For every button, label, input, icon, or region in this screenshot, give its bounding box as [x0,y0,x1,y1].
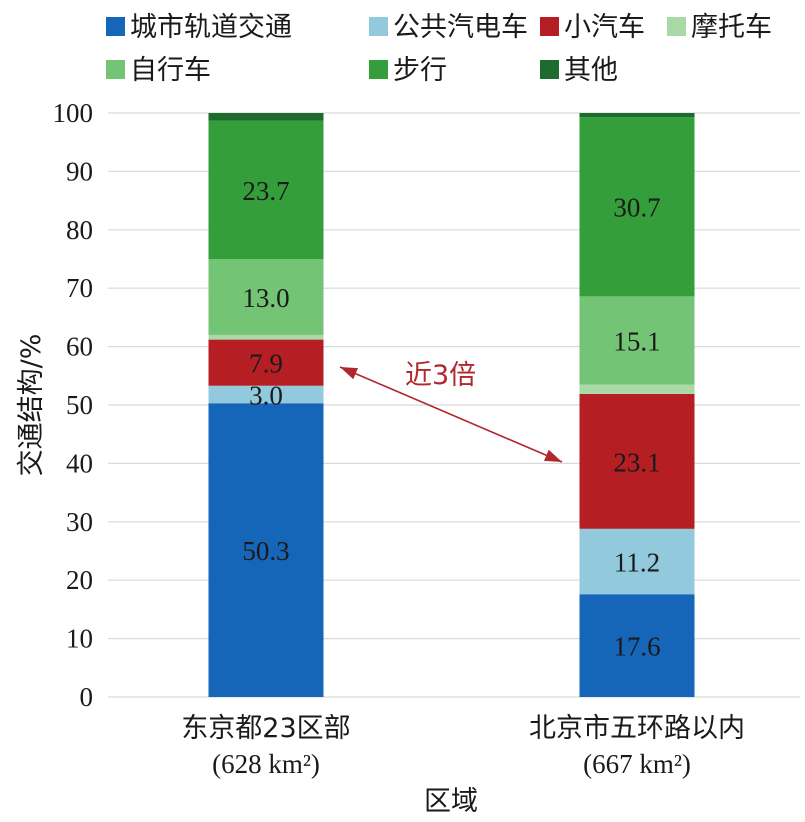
x-category-sublabel-1: (667 km²) [583,749,691,779]
y-axis-ticks: 0 10 20 30 40 50 60 70 80 90 100 [53,98,94,712]
bar-segment-摩托车-1 [579,384,695,394]
y-tick-80: 80 [66,215,93,245]
bars [208,113,695,697]
legend-label-城市轨道交通: 城市轨道交通 [130,12,292,43]
annotation-label: 近3倍 [405,360,476,391]
data-label-公共汽电车-1: 11.2 [614,548,660,578]
data-label-步行-1: 30.7 [613,193,660,223]
y-tick-100: 100 [53,98,94,128]
annotation-arrowhead-right [544,449,562,462]
legend-swatch-城市轨道交通 [106,17,125,36]
data-label-小汽车-1: 23.1 [613,447,660,477]
annotation: 近3倍 [339,360,563,463]
bar-segment-其他-1 [579,113,695,118]
x-axis: 东京都23区部 (628 km²) 北京市五环路以内 (667 km²) [181,713,745,779]
legend-swatch-步行 [369,60,388,79]
y-tick-20: 20 [66,565,93,595]
y-tick-0: 0 [80,682,94,712]
legend-swatch-其他 [540,60,559,79]
data-label-小汽车-0: 7.9 [249,349,283,379]
bar-segment-小汽车-0 [208,339,324,386]
y-tick-70: 70 [66,273,93,303]
bar-segment-自行车-0 [208,259,324,335]
bar-segment-公共汽电车-0 [208,385,324,404]
y-tick-60: 60 [66,332,93,362]
y-tick-40: 40 [66,448,93,478]
x-category-sublabel-0: (628 km²) [212,749,320,779]
bar-segment-公共汽电车-1 [579,528,695,595]
legend-swatch-摩托车 [667,17,686,36]
y-tick-50: 50 [66,390,93,420]
legend-label-小汽车: 小汽车 [564,12,645,43]
data-labels: 50.3 3.07.9 13.0 23.7 17.6 11.2 23.1 15.1 30.7 [242,176,660,662]
legend-label-其他: 其他 [564,55,618,86]
y-tick-10: 10 [66,624,93,654]
data-label-自行车-1: 15.1 [613,326,660,356]
bar-segment-摩托车-0 [208,334,324,340]
y-tick-30: 30 [66,507,93,537]
legend-swatch-自行车 [106,60,125,79]
annotation-arrowhead-left [340,367,358,380]
bar-segment-其他-0 [208,113,324,121]
data-label-步行-0: 23.7 [242,176,289,206]
data-label-城市轨道交通-1: 17.6 [613,632,660,662]
bar-segment-小汽车-1 [579,393,695,529]
bar-segment-步行-1 [579,117,695,297]
y-tick-90: 90 [66,156,93,186]
data-label-公共汽电车-0: 3.0 [249,380,283,410]
data-label-城市轨道交通-0: 50.3 [242,536,289,566]
x-category-label-1: 北京市五环路以内 [529,713,745,744]
data-label-自行车-0: 13.0 [242,283,289,313]
annotation-arrow-line [339,366,563,463]
bar-segment-步行-0 [208,120,324,259]
legend-swatch-小汽车 [540,17,559,36]
legend-swatch-公共汽电车 [369,17,388,36]
y-axis-title: 交通结构/% [16,334,47,477]
bar-segment-城市轨道交通-0 [208,403,324,697]
x-axis-title: 区域 [424,786,478,817]
legend-label-自行车: 自行车 [130,55,211,86]
legend-label-公共汽电车: 公共汽电车 [393,12,528,43]
bar-segment-自行车-1 [579,296,695,385]
legend-label-摩托车: 摩托车 [691,12,772,43]
legend-label-步行: 步行 [393,55,447,86]
bar-segment-城市轨道交通-1 [579,594,695,697]
x-category-label-0: 东京都23区部 [181,713,350,744]
